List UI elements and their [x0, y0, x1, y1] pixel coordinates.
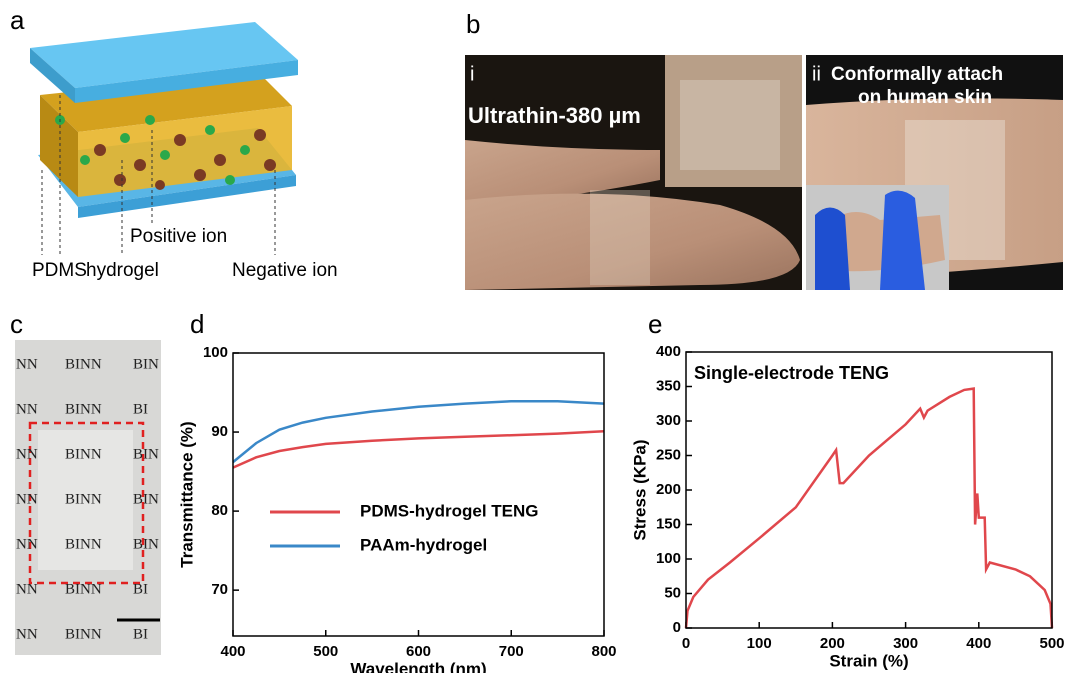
photo-text: BINN — [65, 401, 102, 417]
photo-text: BINN — [65, 356, 102, 372]
x-tick-label: 400 — [966, 635, 991, 652]
photo-index: ii — [812, 63, 821, 85]
panel-letter: b — [466, 9, 480, 39]
photo-text: BIN — [133, 536, 159, 552]
schematic-label: PDMS — [32, 260, 87, 281]
x-tick-label: 500 — [1039, 635, 1064, 652]
photo-text: BIN — [133, 356, 159, 372]
photo: i Ultrathin-380 µm ii Conformally attach… — [465, 55, 1063, 290]
schematic-label: hydrogel — [86, 260, 159, 281]
photo-text: NN — [16, 536, 38, 552]
photo-text: BINN — [65, 491, 102, 507]
x-axis-title: Wavelength (nm) — [350, 659, 486, 673]
x-tick-label: 800 — [591, 643, 616, 660]
panel-letter: c — [10, 309, 23, 339]
y-tick-label: 300 — [656, 412, 681, 429]
photo-text: BI — [133, 401, 148, 417]
photo-text: BINN — [65, 581, 102, 597]
panel-letter: e — [648, 309, 662, 339]
x-axis-title: Strain (%) — [829, 651, 908, 670]
panel-letter: d — [190, 309, 204, 339]
photo-index: i — [470, 63, 474, 85]
x-tick-label: 700 — [499, 643, 524, 660]
y-axis-title: Transmittance (%) — [177, 421, 196, 567]
y-tick-label: 100 — [656, 550, 681, 567]
figure: a Positive ion PDMS hydrogel Negative io… — [0, 0, 1072, 673]
y-tick-label: 100 — [203, 344, 228, 361]
y-tick-label: 400 — [656, 343, 681, 360]
x-tick-label: 300 — [893, 635, 918, 652]
photo-text: BINN — [65, 626, 102, 642]
legend-label: PDMS-hydrogel TENG — [360, 501, 539, 520]
y-tick-label: 350 — [656, 377, 681, 394]
x-tick-label: 100 — [747, 635, 772, 652]
schematic-label: Negative ion — [232, 260, 338, 281]
photo-text: NN — [16, 581, 38, 597]
plot-frame — [686, 352, 1052, 628]
photo-text: NN — [16, 491, 38, 507]
legend-label: PAAm-hydrogel — [360, 535, 487, 554]
photo-text: NN — [16, 356, 38, 372]
y-tick-label: 50 — [664, 584, 681, 601]
photo-caption: Ultrathin-380 µm — [468, 103, 641, 128]
line-series — [233, 401, 604, 462]
x-tick-label: 400 — [220, 643, 245, 660]
line-series — [233, 431, 604, 467]
schematic: Positive ion PDMS hydrogel Negative ion — [30, 22, 338, 281]
photo-text: BI — [133, 581, 148, 597]
line-series — [686, 389, 1052, 628]
plot-frame — [233, 353, 604, 636]
y-axis-title: Stress (KPa) — [630, 439, 649, 540]
x-tick-label: 0 — [682, 635, 690, 652]
y-tick-label: 0 — [673, 619, 681, 636]
photo-text: BINN — [65, 536, 102, 552]
y-tick-label: 70 — [211, 581, 228, 598]
photo-caption: Conformally attach — [831, 64, 1003, 85]
y-tick-label: 150 — [656, 515, 681, 532]
x-tick-label: 600 — [406, 643, 431, 660]
photo-text: BIN — [133, 446, 159, 462]
photo-text: NN — [16, 401, 38, 417]
x-tick-label: 500 — [313, 643, 338, 660]
schematic-label: Positive ion — [130, 226, 227, 247]
y-tick-label: 250 — [656, 446, 681, 463]
photo-text: BIN — [133, 491, 159, 507]
x-tick-label: 200 — [820, 635, 845, 652]
chart-title: Single-electrode TENG — [694, 363, 889, 383]
panel-letter: a — [10, 5, 25, 35]
photo-text: BINN — [65, 446, 102, 462]
y-tick-label: 90 — [211, 423, 228, 440]
photo-text: BI — [133, 626, 148, 642]
photo-text: NN — [16, 446, 38, 462]
y-tick-label: 200 — [656, 481, 681, 498]
y-tick-label: 80 — [211, 502, 228, 519]
photo-text: NN — [16, 626, 38, 642]
photo-caption: on human skin — [858, 87, 992, 108]
